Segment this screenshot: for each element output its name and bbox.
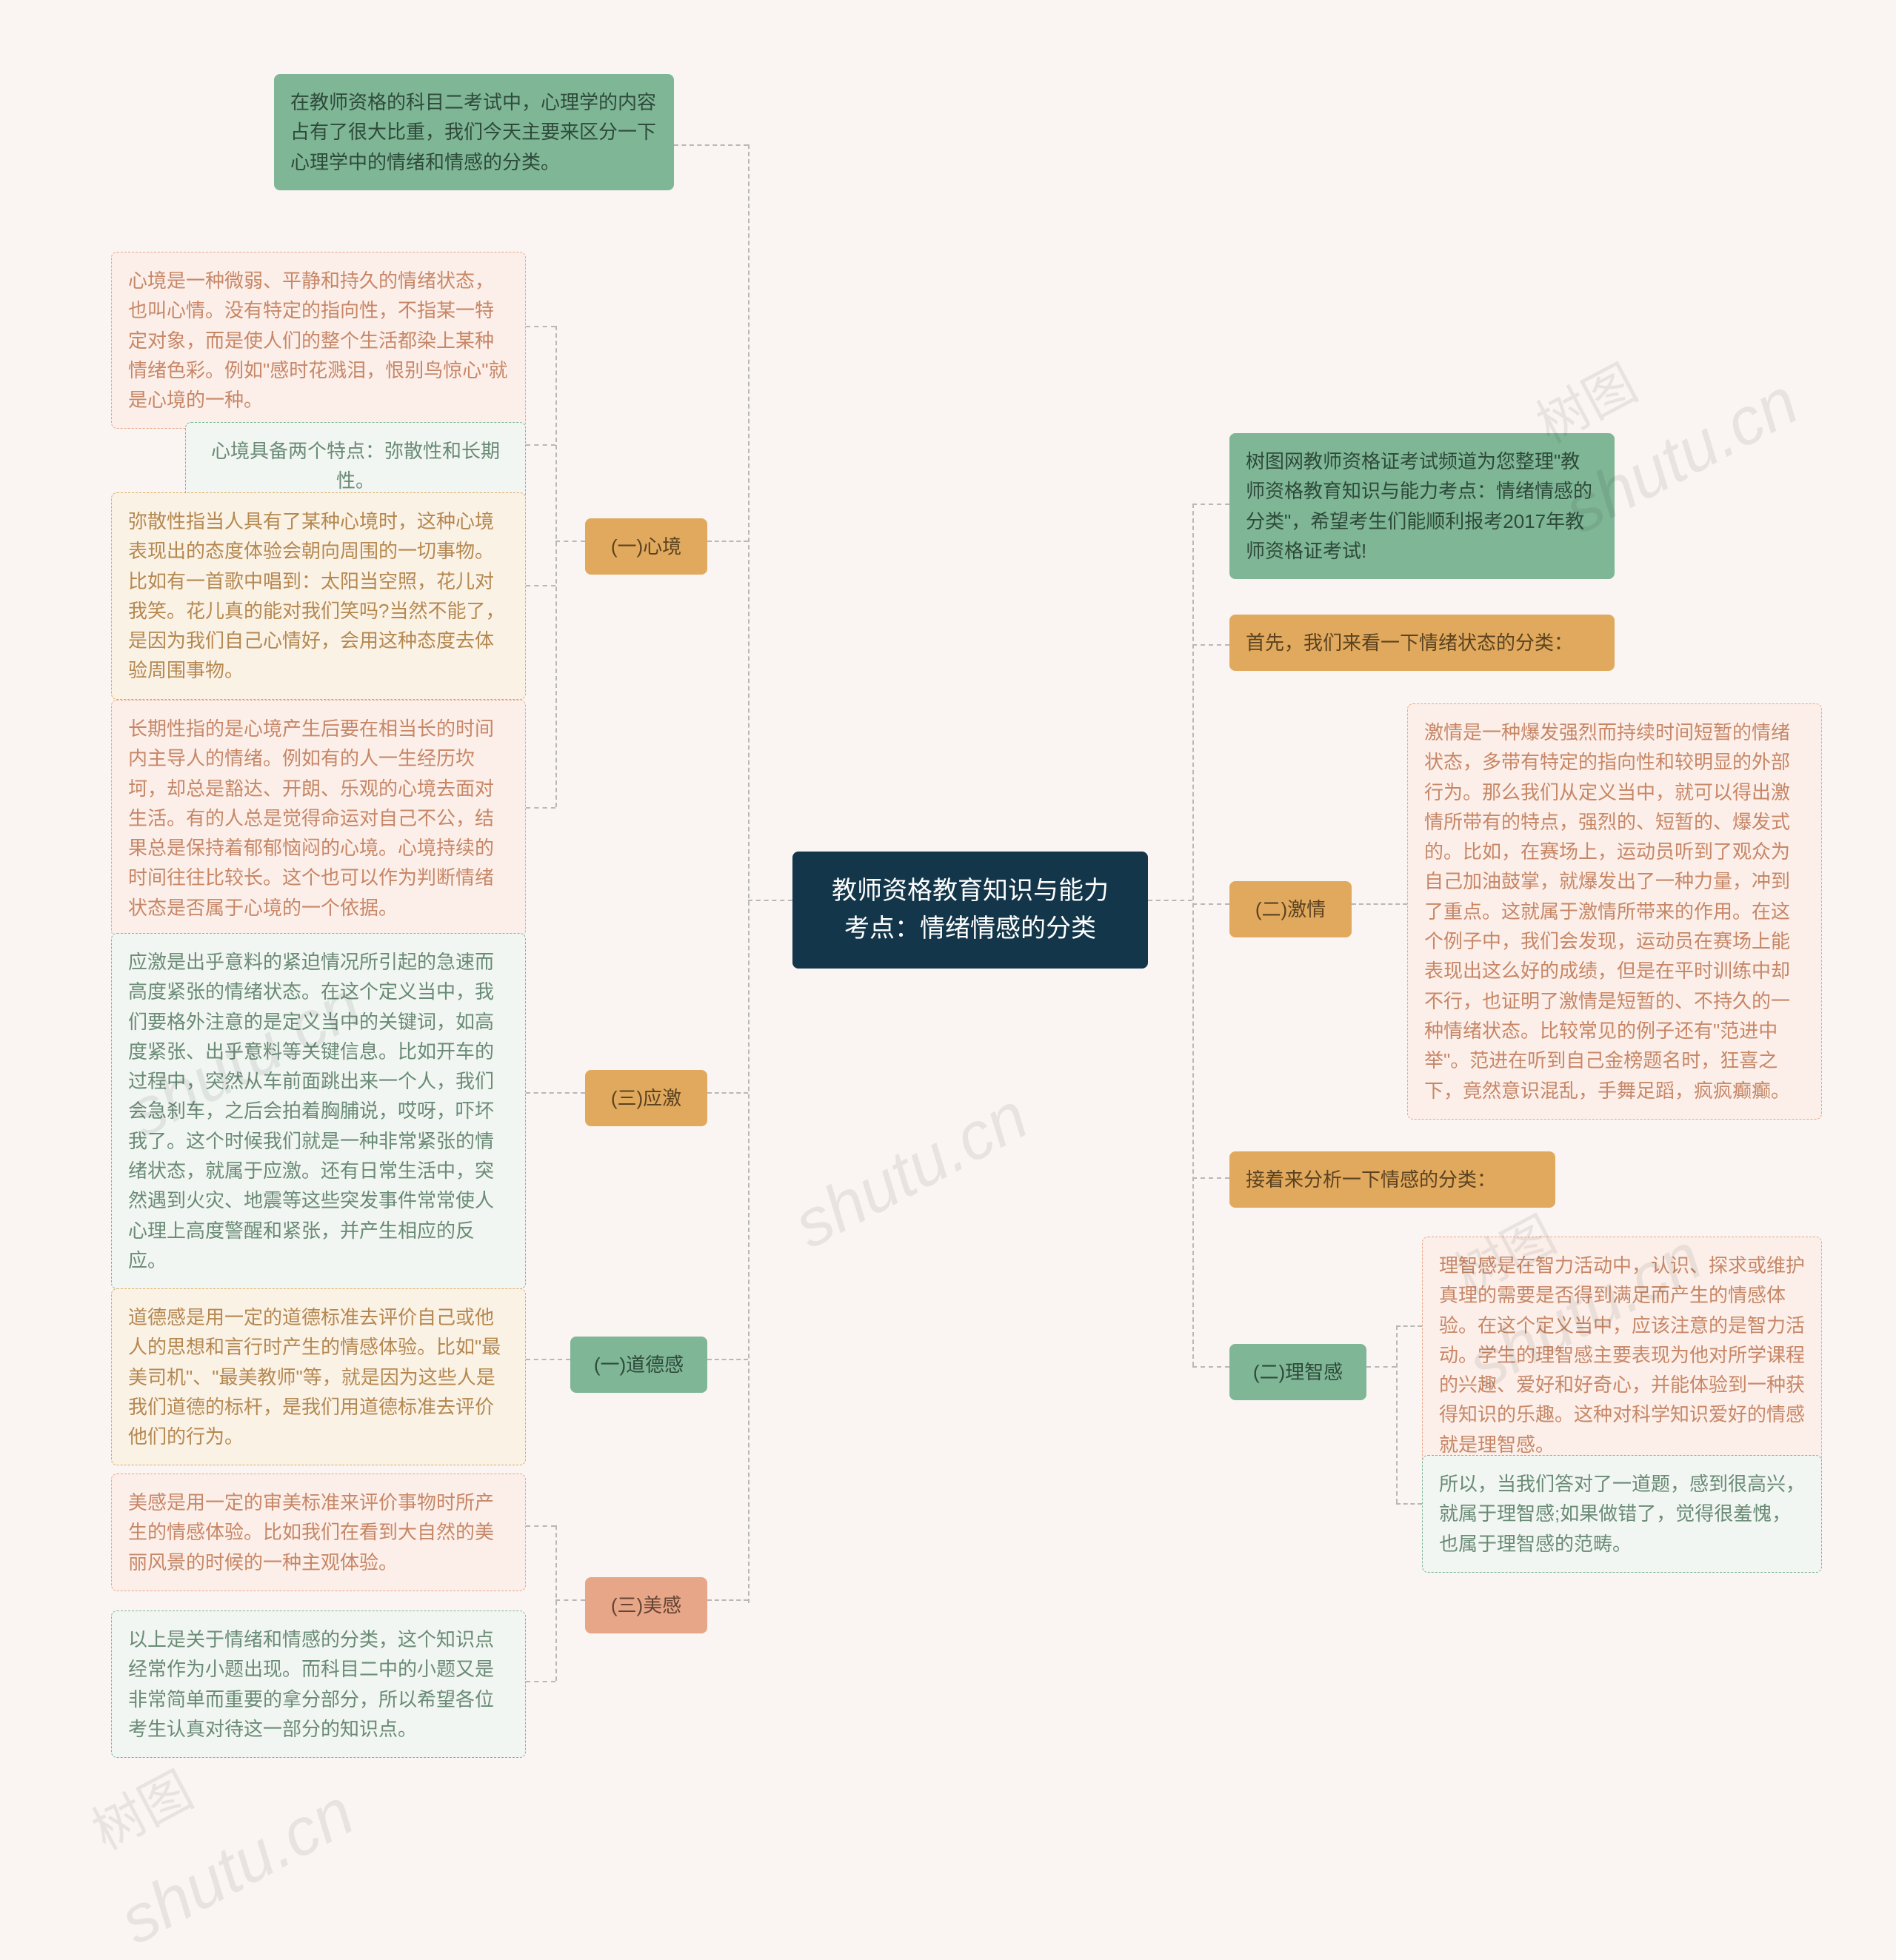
connector	[707, 1599, 748, 1601]
branch-lizhi-label: (二)理智感	[1253, 1361, 1343, 1383]
watermark: shutu.cn	[108, 1774, 367, 1960]
right-intro-node: 树图网教师资格证考试频道为您整理"教师资格教育知识与能力考点：情绪情感的分类"，…	[1229, 433, 1615, 579]
connector	[1192, 644, 1229, 646]
lizhi-child-0: 理智感是在智力活动中，认识、探求或维护真理的需要是否得到满足而产生的情感体验。在…	[1422, 1237, 1822, 1474]
connector	[1396, 1503, 1422, 1505]
branch-yingji-label: (三)应激	[611, 1087, 681, 1109]
xinjing-child-0: 心境是一种微弱、平静和持久的情绪状态，也叫心情。没有特定的指向性，不指某一特定对…	[111, 252, 526, 429]
connector	[1396, 1325, 1398, 1503]
connector	[526, 1525, 555, 1527]
center-topic: 教师资格教育知识与能力考点：情绪情感的分类	[792, 852, 1148, 969]
jiqing-child-0: 激情是一种爆发强烈而持续时间短暂的情绪状态，多带有特定的指向性和较明显的外部行为…	[1407, 703, 1822, 1120]
connector	[1192, 504, 1229, 505]
branch-xinjing: (一)心境	[585, 518, 707, 575]
xinjing-child-3: 长期性指的是心境产生后要在相当长的时间内主导人的情绪。例如有的人一生经历坎坷，却…	[111, 700, 526, 937]
right-intro-text: 树图网教师资格证考试频道为您整理"教师资格教育知识与能力考点：情绪情感的分类"，…	[1246, 450, 1592, 562]
meigan-child-0: 美感是用一定的审美标准来评价事物时所产生的情感体验。比如我们在看到大自然的美丽风…	[111, 1474, 526, 1591]
branch-xinjing-label: (一)心境	[611, 535, 681, 558]
jiqing-child-0-text: 激情是一种爆发强烈而持续时间短暂的情绪状态，多带有特定的指向性和较明显的外部行为…	[1424, 721, 1790, 1102]
right-section1-text: 首先，我们来看一下情绪状态的分类：	[1246, 632, 1573, 654]
connector	[526, 444, 555, 446]
connector	[1192, 504, 1194, 1366]
connector	[555, 541, 585, 542]
branch-daode-label: (一)道德感	[594, 1354, 684, 1376]
connector	[526, 807, 555, 809]
connector	[526, 1359, 570, 1360]
connector	[748, 144, 750, 1603]
yingji-child-0-text: 应激是出乎意料的紧迫情况所引起的急速而高度紧张的情绪状态。在这个定义当中，我们要…	[128, 951, 494, 1271]
left-intro-node: 在教师资格的科目二考试中，心理学的内容占有了很大比重，我们今天主要来区分一下心理…	[274, 74, 674, 190]
connector	[1396, 1325, 1422, 1327]
center-text: 教师资格教育知识与能力考点：情绪情感的分类	[832, 877, 1109, 943]
xinjing-child-2-text: 弥散性指当人具有了某种心境时，这种心境表现出的态度体验会朝向周围的一切事物。比如…	[128, 510, 504, 681]
xinjing-child-1-text: 心境具备两个特点：弥散性和长期性。	[211, 440, 500, 492]
branch-meigan-label: (三)美感	[611, 1594, 681, 1616]
branch-daode: (一)道德感	[570, 1337, 707, 1393]
right-section1-node: 首先，我们来看一下情绪状态的分类：	[1229, 615, 1615, 671]
watermark: shutu.cn	[782, 1078, 1041, 1264]
right-section2-node: 接着来分析一下情感的分类：	[1229, 1151, 1555, 1208]
connector	[1366, 1366, 1396, 1368]
lizhi-child-1-text: 所以，当我们答对了一道题，感到很高兴，就属于理智感;如果做错了，觉得很羞愧，也属…	[1439, 1473, 1805, 1555]
xinjing-child-0-text: 心境是一种微弱、平静和持久的情绪状态，也叫心情。没有特定的指向性，不指某一特定对…	[128, 270, 507, 411]
connector	[526, 1681, 555, 1682]
connector	[1192, 903, 1229, 905]
branch-meigan: (三)美感	[585, 1577, 707, 1633]
branch-jiqing-label: (二)激情	[1255, 898, 1326, 920]
right-section2-text: 接着来分析一下情感的分类：	[1246, 1168, 1496, 1191]
xinjing-child-3-text: 长期性指的是心境产生后要在相当长的时间内主导人的情绪。例如有的人一生经历坎坷，却…	[128, 718, 494, 919]
connector	[1148, 900, 1192, 901]
connector	[555, 1525, 557, 1681]
connector	[707, 1092, 748, 1094]
connector	[1192, 1366, 1229, 1368]
left-intro-text: 在教师资格的科目二考试中，心理学的内容占有了很大比重，我们今天主要来区分一下心理…	[290, 91, 656, 173]
yingji-child-0: 应激是出乎意料的紧迫情况所引起的急速而高度紧张的情绪状态。在这个定义当中，我们要…	[111, 933, 526, 1289]
meigan-child-0-text: 美感是用一定的审美标准来评价事物时所产生的情感体验。比如我们在看到大自然的美丽风…	[128, 1491, 494, 1573]
connector	[526, 585, 555, 586]
connector	[555, 1599, 585, 1601]
connector	[748, 900, 792, 901]
branch-lizhi: (二)理智感	[1229, 1344, 1366, 1400]
meigan-child-1-text: 以上是关于情绪和情感的分类，这个知识点经常作为小题出现。而科目二中的小题又是非常…	[128, 1628, 494, 1740]
connector	[526, 1092, 585, 1094]
connector	[555, 326, 557, 807]
connector	[674, 144, 748, 146]
connector	[707, 1359, 748, 1360]
daode-child-0-text: 道德感是用一定的道德标准去评价自己或他人的思想和言行时产生的情感体验。比如"最美…	[128, 1306, 501, 1448]
watermark-cn: 树图	[77, 1750, 204, 1864]
lizhi-child-0-text: 理智感是在智力活动中，认识、探求或维护真理的需要是否得到满足而产生的情感体验。在…	[1439, 1254, 1805, 1456]
lizhi-child-1: 所以，当我们答对了一道题，感到很高兴，就属于理智感;如果做错了，觉得很羞愧，也属…	[1422, 1455, 1822, 1573]
connector	[707, 541, 748, 542]
connector	[1192, 1177, 1229, 1179]
branch-yingji: (三)应激	[585, 1070, 707, 1126]
branch-jiqing: (二)激情	[1229, 881, 1352, 937]
meigan-child-1: 以上是关于情绪和情感的分类，这个知识点经常作为小题出现。而科目二中的小题又是非常…	[111, 1611, 526, 1758]
xinjing-child-2: 弥散性指当人具有了某种心境时，这种心境表现出的态度体验会朝向周围的一切事物。比如…	[111, 492, 526, 700]
connector	[1352, 903, 1407, 905]
connector	[526, 326, 555, 327]
daode-child-0: 道德感是用一定的道德标准去评价自己或他人的思想和言行时产生的情感体验。比如"最美…	[111, 1288, 526, 1465]
